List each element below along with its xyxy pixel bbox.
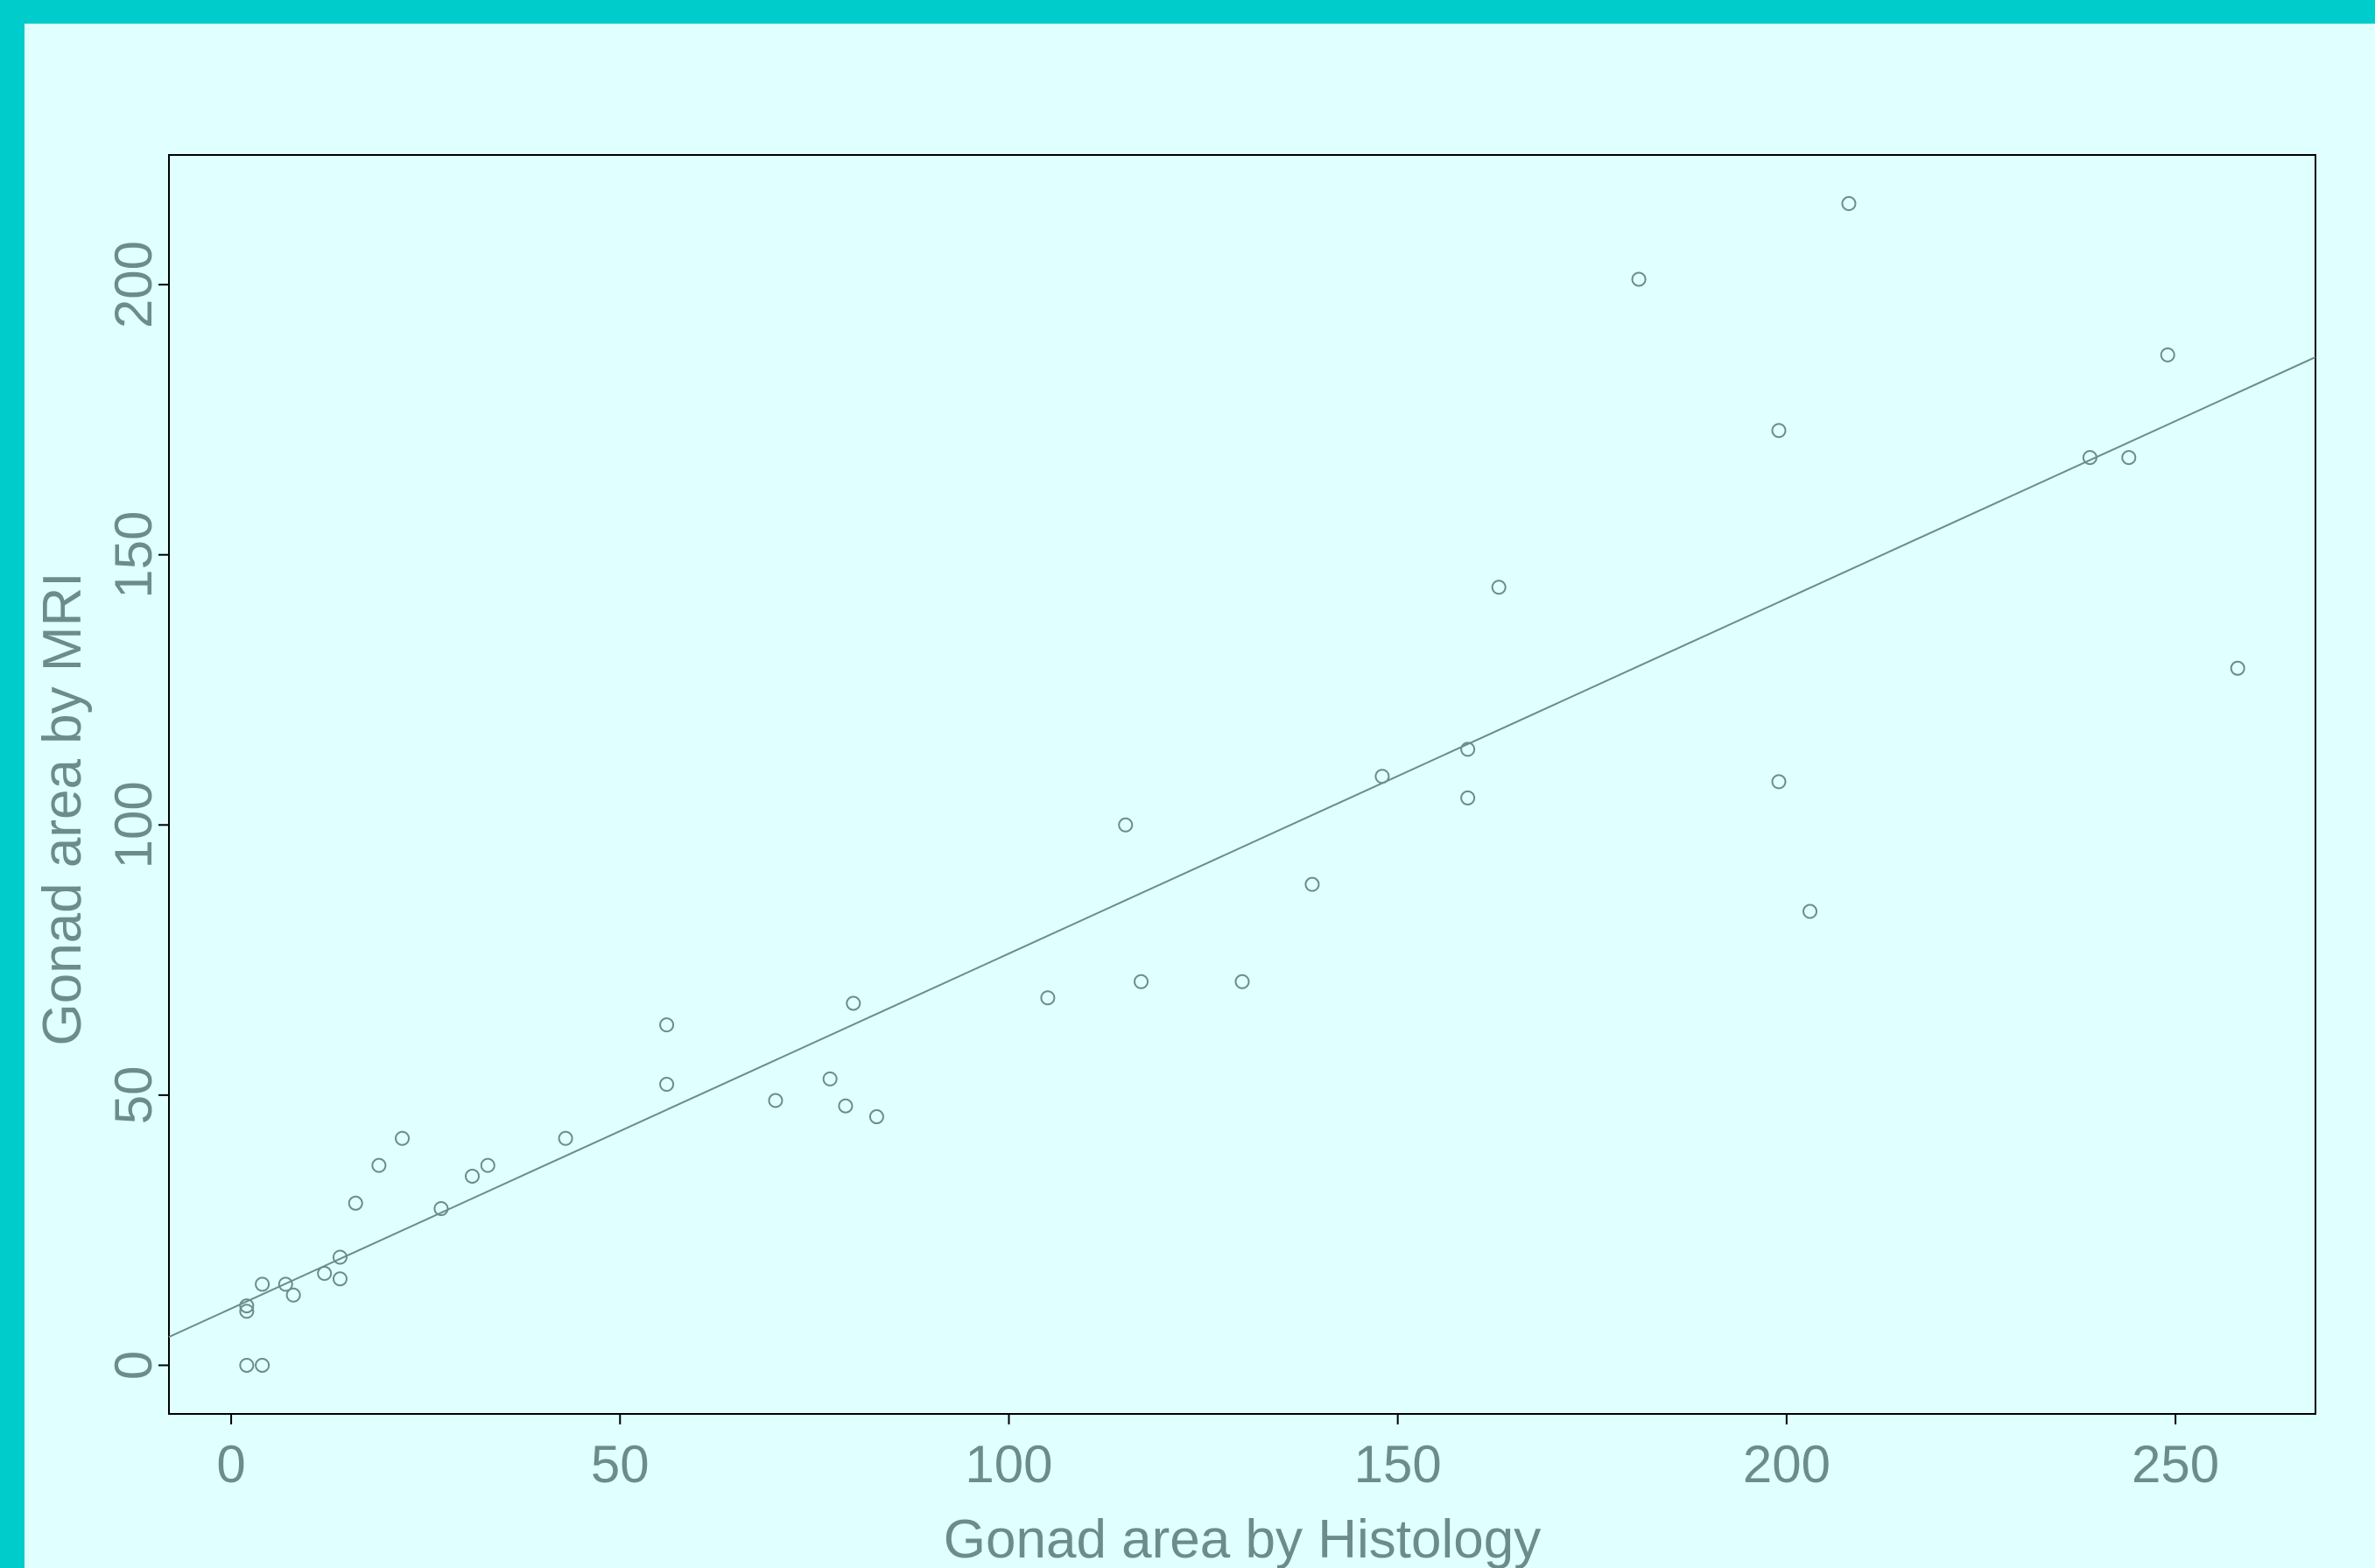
data-point bbox=[2160, 347, 2175, 362]
data-point bbox=[433, 1200, 449, 1216]
data-point bbox=[1134, 974, 1149, 989]
fit-line bbox=[168, 356, 2316, 1339]
data-point bbox=[464, 1168, 480, 1184]
data-point bbox=[239, 1298, 255, 1314]
data-point bbox=[1460, 790, 1476, 805]
data-point bbox=[1304, 876, 1320, 892]
data-point bbox=[1841, 196, 1857, 212]
x-tick-label: 150 bbox=[1354, 1435, 1442, 1494]
y-tick-label: 100 bbox=[104, 781, 163, 868]
data-point bbox=[371, 1157, 387, 1173]
data-point bbox=[838, 1098, 854, 1114]
x-tick-label: 250 bbox=[2132, 1435, 2219, 1494]
data-point bbox=[348, 1195, 363, 1211]
data-point bbox=[239, 1304, 255, 1319]
data-point bbox=[1631, 271, 1647, 287]
data-point bbox=[768, 1093, 783, 1108]
x-tick-label: 50 bbox=[591, 1435, 650, 1494]
y-tick-label: 50 bbox=[104, 1065, 163, 1124]
y-tick-label: 0 bbox=[104, 1351, 163, 1380]
x-axis: 0 50 100 150 200 250 bbox=[216, 1414, 2219, 1494]
x-tick-label: 200 bbox=[1743, 1435, 1830, 1494]
x-axis-title: Gonad area by Histology bbox=[944, 1509, 1541, 1568]
y-axis-title: Gonad area by MRI bbox=[32, 572, 93, 1045]
data-point bbox=[480, 1157, 495, 1173]
data-point bbox=[1771, 774, 1787, 790]
data-point bbox=[558, 1130, 573, 1146]
data-point bbox=[1460, 742, 1476, 757]
data-point bbox=[1374, 769, 1390, 784]
fit-line-layer bbox=[168, 356, 2316, 1339]
data-point bbox=[317, 1266, 333, 1282]
data-point bbox=[332, 1249, 348, 1265]
scatter-chart: 0 50 100 150 200 250 0 50 100 150 200 Gonad area … bbox=[32, 154, 2316, 1568]
data-point bbox=[868, 1109, 884, 1125]
data-point bbox=[1118, 817, 1134, 833]
data-point bbox=[846, 995, 861, 1011]
data-point bbox=[659, 1017, 675, 1033]
y-tick-label: 200 bbox=[104, 241, 163, 328]
points-layer bbox=[239, 196, 2245, 1373]
data-point bbox=[822, 1071, 838, 1086]
data-point bbox=[255, 1276, 271, 1292]
y-axis: 0 50 100 150 200 bbox=[104, 241, 169, 1380]
data-point bbox=[1802, 904, 1818, 919]
data-point bbox=[1234, 974, 1250, 989]
axes-box bbox=[168, 154, 2316, 1415]
data-point bbox=[278, 1276, 293, 1292]
plot-frame: 0 50 100 150 200 250 0 50 100 150 200 Gonad area … bbox=[25, 24, 2375, 1568]
data-point bbox=[1040, 990, 1056, 1006]
data-point bbox=[1771, 423, 1787, 439]
data-point bbox=[285, 1287, 301, 1303]
data-point bbox=[1491, 580, 1507, 595]
data-point bbox=[395, 1130, 411, 1146]
data-point bbox=[332, 1271, 348, 1287]
data-point bbox=[2121, 450, 2137, 466]
x-tick-label: 100 bbox=[965, 1435, 1052, 1494]
data-point bbox=[239, 1357, 255, 1373]
y-tick-label: 150 bbox=[104, 511, 163, 599]
data-point bbox=[659, 1077, 675, 1093]
data-point bbox=[2230, 660, 2245, 676]
x-tick-label: 0 bbox=[216, 1435, 245, 1494]
data-point bbox=[255, 1357, 271, 1373]
data-point bbox=[2082, 450, 2097, 466]
